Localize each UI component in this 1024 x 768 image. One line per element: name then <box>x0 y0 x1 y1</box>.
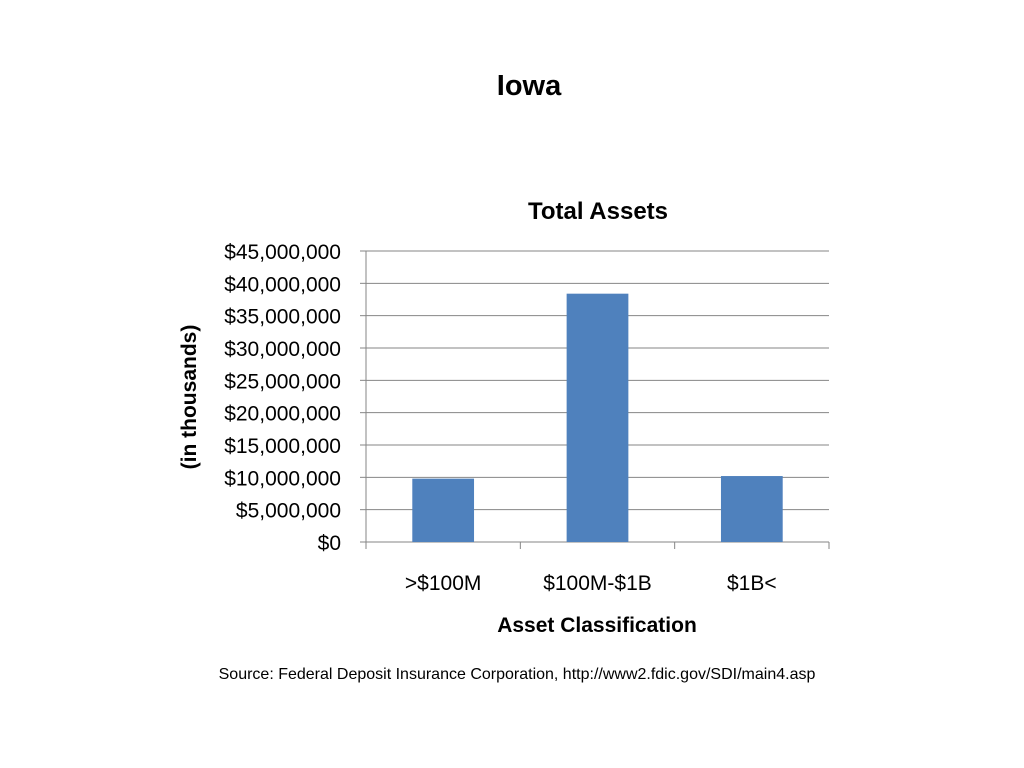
y-tick-labels: $0 $5,000,000 $10,000,000 $15,000,000 $20,00… <box>224 241 341 555</box>
bar <box>720 476 783 542</box>
bar <box>412 478 475 542</box>
bars <box>412 293 783 542</box>
total-assets-chart: Total Assets $0 $5,000,000 $10,000,000 $15,… <box>178 198 830 637</box>
source-note: Source: Federal Deposit Insurance Corpor… <box>218 666 816 683</box>
y-tick-label: $15,000,000 <box>224 435 341 458</box>
y-tick-label: $20,000,000 <box>224 403 341 426</box>
bar <box>566 293 629 542</box>
y-tick-label: $45,000,000 <box>224 241 341 264</box>
x-tick-label: $1B< <box>727 572 777 595</box>
y-tick-label: $10,000,000 <box>224 467 341 490</box>
x-tick-label: $100M-$1B <box>543 572 652 595</box>
y-tick-label: $5,000,000 <box>236 500 341 523</box>
y-tick-label: $35,000,000 <box>224 306 341 329</box>
slide-title: Iowa <box>496 70 562 102</box>
chart-title: Total Assets <box>528 198 668 225</box>
y-tick-label: $40,000,000 <box>224 273 341 296</box>
y-tick-label: $0 <box>318 532 341 555</box>
y-tick-label: $25,000,000 <box>224 370 341 393</box>
y-axis-label: (in thousands) <box>178 325 201 470</box>
x-axis-label: Asset Classification <box>497 614 697 637</box>
x-tick-label: >$100M <box>405 572 481 595</box>
x-tick-labels: >$100M $100M-$1B $1B< <box>405 572 777 595</box>
y-tick-label: $30,000,000 <box>224 338 341 361</box>
